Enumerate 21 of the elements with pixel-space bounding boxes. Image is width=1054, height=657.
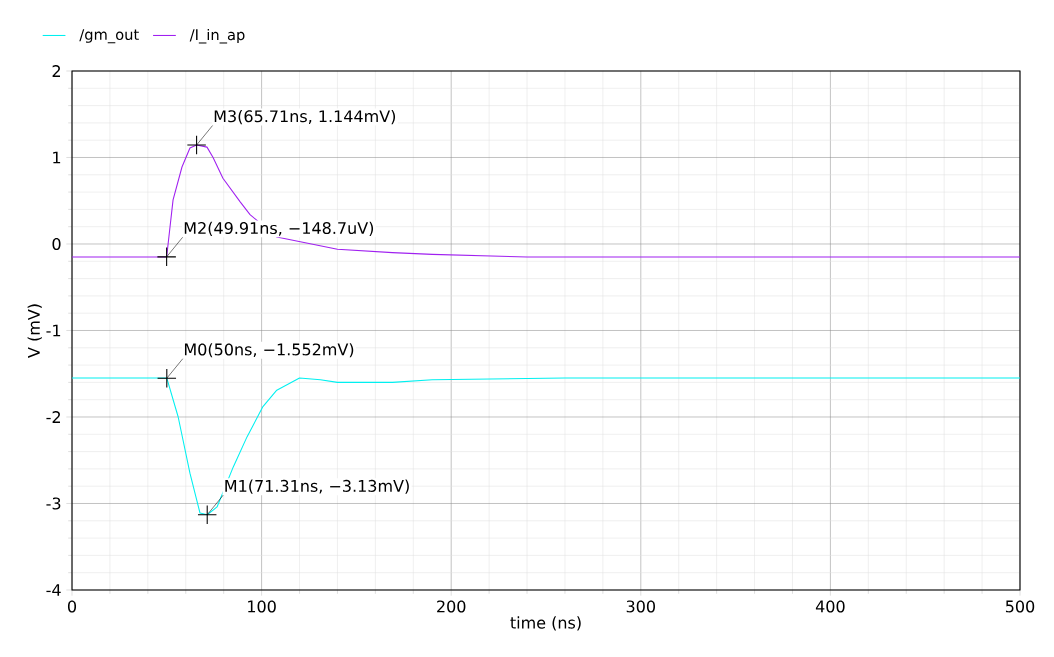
annotation: M1(71.31ns, −3.13mV) [225, 479, 409, 494]
x-tick-label: 0 [67, 600, 77, 613]
y-axis-title: V (mV) [27, 304, 42, 358]
y-tick-label: 2 [52, 65, 60, 77]
y-tick-label: -1 [46, 324, 61, 337]
annotation: M0(50ns, −1.552mV) [184, 343, 354, 358]
x-tick-label: 200 [437, 600, 466, 613]
y-tick-label: 1 [53, 151, 61, 164]
x-tick-label: 100 [248, 600, 276, 613]
legend-label: /gm_out [79, 29, 139, 44]
y-tick-label: -4 [46, 584, 61, 596]
annotation: M2(49.91ns, −148.7uV) [184, 221, 374, 236]
y-tick-label: -3 [46, 497, 61, 510]
y-tick-label: 0 [52, 237, 61, 251]
x-tick-label: 300 [626, 600, 655, 613]
legend-label: /I_in_ap [189, 28, 245, 44]
x-axis-title: time (ns) [510, 616, 581, 631]
y-tick-label: -2 [46, 411, 60, 423]
x-tick-label: 500 [1005, 600, 1035, 613]
annotation: M3(65.71ns, 1.144mV) [214, 109, 396, 125]
x-tick-label: 400 [815, 600, 845, 613]
